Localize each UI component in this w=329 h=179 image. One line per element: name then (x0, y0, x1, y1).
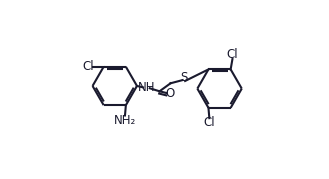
Text: Cl: Cl (83, 60, 94, 73)
Text: Cl: Cl (204, 116, 215, 129)
Text: O: O (165, 87, 174, 100)
Text: Cl: Cl (227, 48, 238, 61)
Text: NH₂: NH₂ (114, 114, 136, 127)
Text: NH: NH (138, 81, 155, 94)
Text: S: S (180, 71, 188, 84)
